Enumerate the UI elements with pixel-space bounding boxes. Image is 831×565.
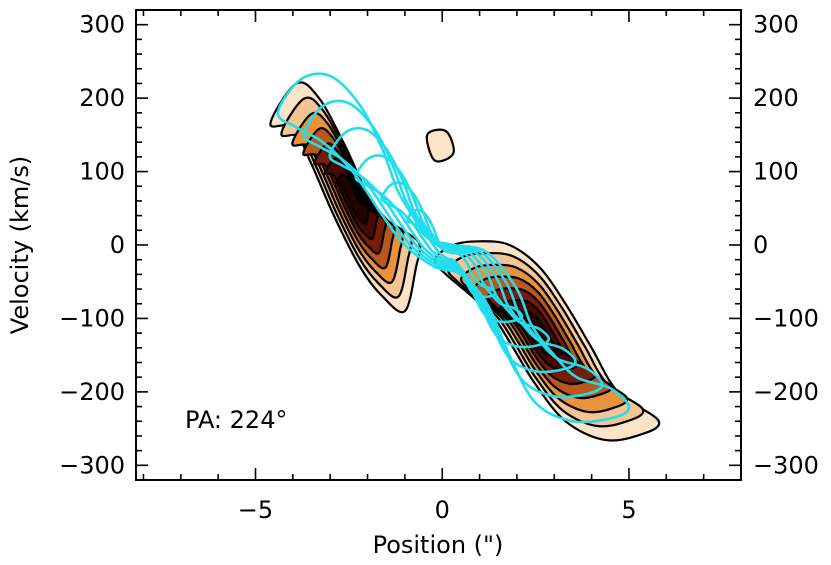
overlay-contour-level — [406, 208, 497, 299]
y-tick-label-right: −300 — [753, 451, 819, 479]
y-tick-label-left: −100 — [59, 304, 125, 332]
y-axis-label: Velocity (km/s) — [6, 156, 34, 334]
y-tick-label-left: −300 — [59, 451, 125, 479]
overlay-contour-level — [276, 72, 631, 424]
overlay-contour-level — [354, 154, 551, 349]
y-tick-label-right: 100 — [753, 158, 799, 186]
overlay-contour-level — [328, 126, 577, 374]
y-tick-label-left: 0 — [110, 231, 125, 259]
y-tick-label-right: 200 — [753, 84, 799, 112]
axis-ticks — [136, 10, 742, 480]
y-tick-label-left: −200 — [59, 378, 125, 406]
y-tick-label-left: 100 — [79, 158, 125, 186]
y-tick-label-right: 300 — [753, 11, 799, 39]
tick-labels: −5 0 5 300 300 200 200 100 100 0 0 −100 −100 −200 −200… — [59, 11, 819, 524]
x-axis-label: Position (") — [373, 531, 504, 559]
filled-contour-level — [425, 128, 455, 163]
x-tick-label: 5 — [621, 496, 636, 524]
y-tick-label-left: 200 — [79, 84, 125, 112]
filled-contour-level — [335, 172, 371, 226]
y-tick-label-right: −100 — [753, 304, 819, 332]
x-tick-label: −5 — [238, 496, 273, 524]
overlay-contour-level — [380, 181, 524, 324]
y-tick-label-left: 300 — [79, 11, 125, 39]
overlay-contour-level — [302, 99, 604, 399]
x-tick-label: 0 — [435, 496, 450, 524]
overlay-contours — [276, 72, 631, 424]
y-tick-label-right: 0 — [753, 231, 768, 259]
y-tick-label-right: −200 — [753, 378, 819, 406]
pa-annotation: PA: 224° — [185, 406, 287, 434]
